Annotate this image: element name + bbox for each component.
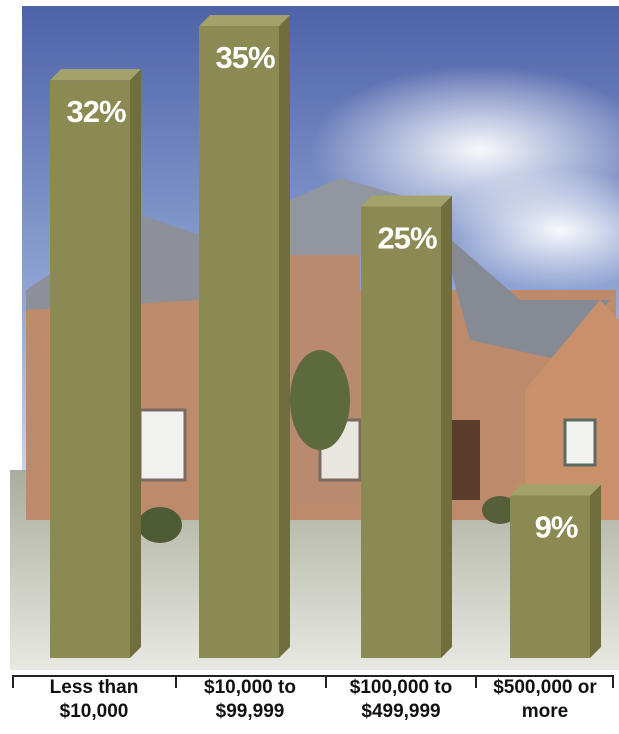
x-tick-label-line: $499,999 xyxy=(361,701,441,722)
bar: 9% xyxy=(510,484,601,658)
x-axis xyxy=(12,675,614,688)
bar-front xyxy=(50,80,130,658)
shrub xyxy=(138,507,182,543)
data-label: 35% xyxy=(215,40,274,75)
x-tick-label-line: $100,000 to xyxy=(349,677,453,698)
data-label: 9% xyxy=(535,509,578,544)
x-tick-label: $500,000 or more xyxy=(470,676,619,724)
house-door xyxy=(452,420,480,500)
bar-front xyxy=(199,26,279,658)
bar-side xyxy=(441,195,452,659)
bars-layer: 32% 35% 25% 9% xyxy=(50,15,601,659)
x-tick-label-line: Less than xyxy=(49,677,139,698)
bar-top xyxy=(199,15,290,26)
bar-top xyxy=(510,484,601,496)
bar-front xyxy=(361,206,441,659)
x-tick-label: Less than $10,000 xyxy=(19,676,169,724)
shrub xyxy=(290,350,350,450)
shrub xyxy=(482,496,518,524)
bar: 35% xyxy=(199,15,290,658)
bar-side xyxy=(130,69,141,658)
x-tick-label: $10,000 to $99,999 xyxy=(175,676,325,724)
x-tick-label-line: $500,000 or xyxy=(493,677,597,698)
house-window xyxy=(138,408,187,482)
bar: 32% xyxy=(50,69,141,658)
bar-side xyxy=(279,15,290,658)
bar-top xyxy=(50,69,141,81)
cloud xyxy=(440,170,619,290)
house-roof-right xyxy=(440,230,610,360)
bar: 25% xyxy=(361,195,452,659)
bar-top xyxy=(361,195,452,207)
bar-front xyxy=(510,495,590,658)
x-tick-label-line: $10,000 to xyxy=(204,677,296,698)
x-tick-label: $100,000 to $499,999 xyxy=(326,676,476,724)
x-tick-label-line: more xyxy=(521,701,569,722)
data-label: 32% xyxy=(66,94,125,129)
data-label: 25% xyxy=(377,221,436,256)
x-tick-label-line: $10,000 xyxy=(59,701,129,722)
bar-side xyxy=(590,484,601,658)
x-tick-label-line: $99,999 xyxy=(215,701,285,722)
house-window xyxy=(563,418,597,467)
